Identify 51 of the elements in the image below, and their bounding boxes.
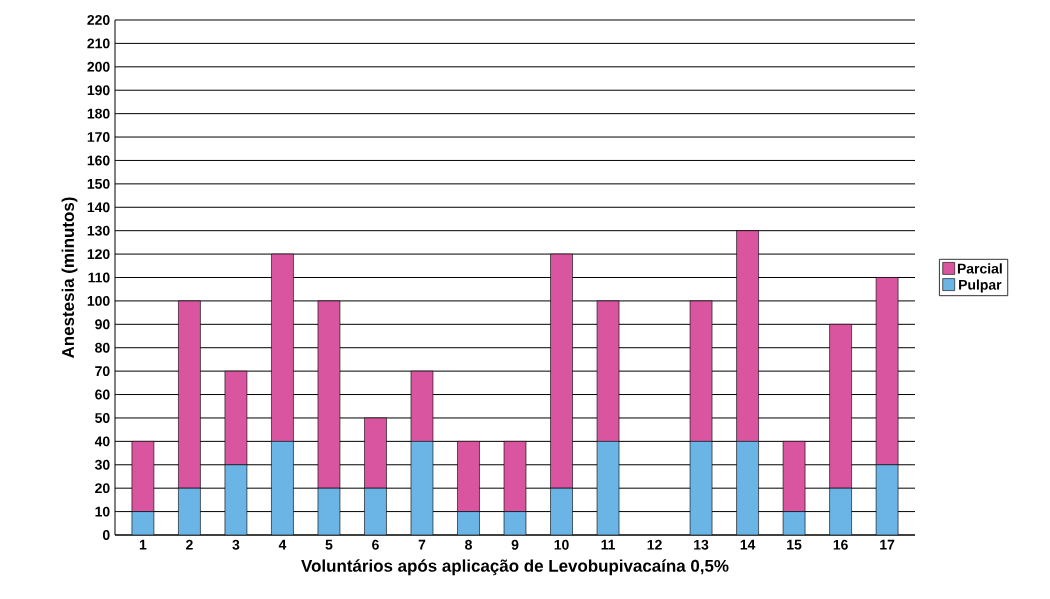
x-tick-label: 4 [278,539,287,550]
y-tick-label: 160 [87,155,110,166]
y-tick-label: 30 [94,459,110,470]
y-tick-label: 220 [87,15,110,25]
y-tick-label: 170 [87,132,110,142]
y-tick-label: 200 [87,61,110,72]
x-tick-label: 12 [647,539,662,550]
y-tick-label: 100 [87,295,110,306]
x-tick-label: 17 [880,539,895,550]
y-tick-label: 150 [87,178,110,189]
y-tick-label: 60 [95,389,110,400]
y-tick-label: 0 [102,530,110,540]
bar [271,441,294,535]
x-tick-label: 10 [554,539,569,550]
bar [364,487,387,535]
x-tick-label: 1 [139,539,147,550]
x-tick-label: 6 [372,539,379,550]
y-tick-label: 110 [88,272,110,283]
y-tick-label: 80 [95,342,110,353]
y-tick-label: 20 [95,483,110,494]
x-tick-label: 7 [418,539,426,550]
y-tick-label: 130 [87,225,110,236]
legend-label: Pulpar [959,279,1002,293]
y-tick-label: 50 [95,413,110,423]
y-tick-label: 90 [95,319,110,330]
bar [829,487,852,535]
x-tick-label: 5 [325,539,333,550]
legend-label: Parcial [957,263,1002,274]
x-tick-label: 9 [511,539,519,550]
y-tick-label: 70 [95,366,110,377]
y-tick-label: 210 [87,38,110,49]
y-tick-label: 120 [87,249,110,260]
y-axis-title: Anestesia (minutos) [61,197,78,359]
bar [550,487,573,535]
bar [178,487,201,535]
bar [736,441,759,535]
y-tick-label: 10 [95,506,110,517]
y-tick-label: 190 [87,85,110,96]
x-tick-label: 3 [232,539,240,550]
x-tick-label: 2 [186,539,193,550]
y-tick-label: 140 [87,202,110,213]
x-tick-label: 15 [787,539,802,550]
x-tick-label: 8 [465,539,472,550]
x-tick-label: 11 [601,539,616,550]
x-tick-label: 13 [694,539,709,550]
x-tick-label: 16 [833,539,848,550]
bar [457,511,480,535]
x-tick-label: 14 [740,539,756,550]
y-tick-label: 40 [94,436,110,447]
y-tick-label: 180 [87,108,110,119]
x-axis-title: Voluntários após aplicação de Levobupivacaína 0,5% [301,559,729,576]
